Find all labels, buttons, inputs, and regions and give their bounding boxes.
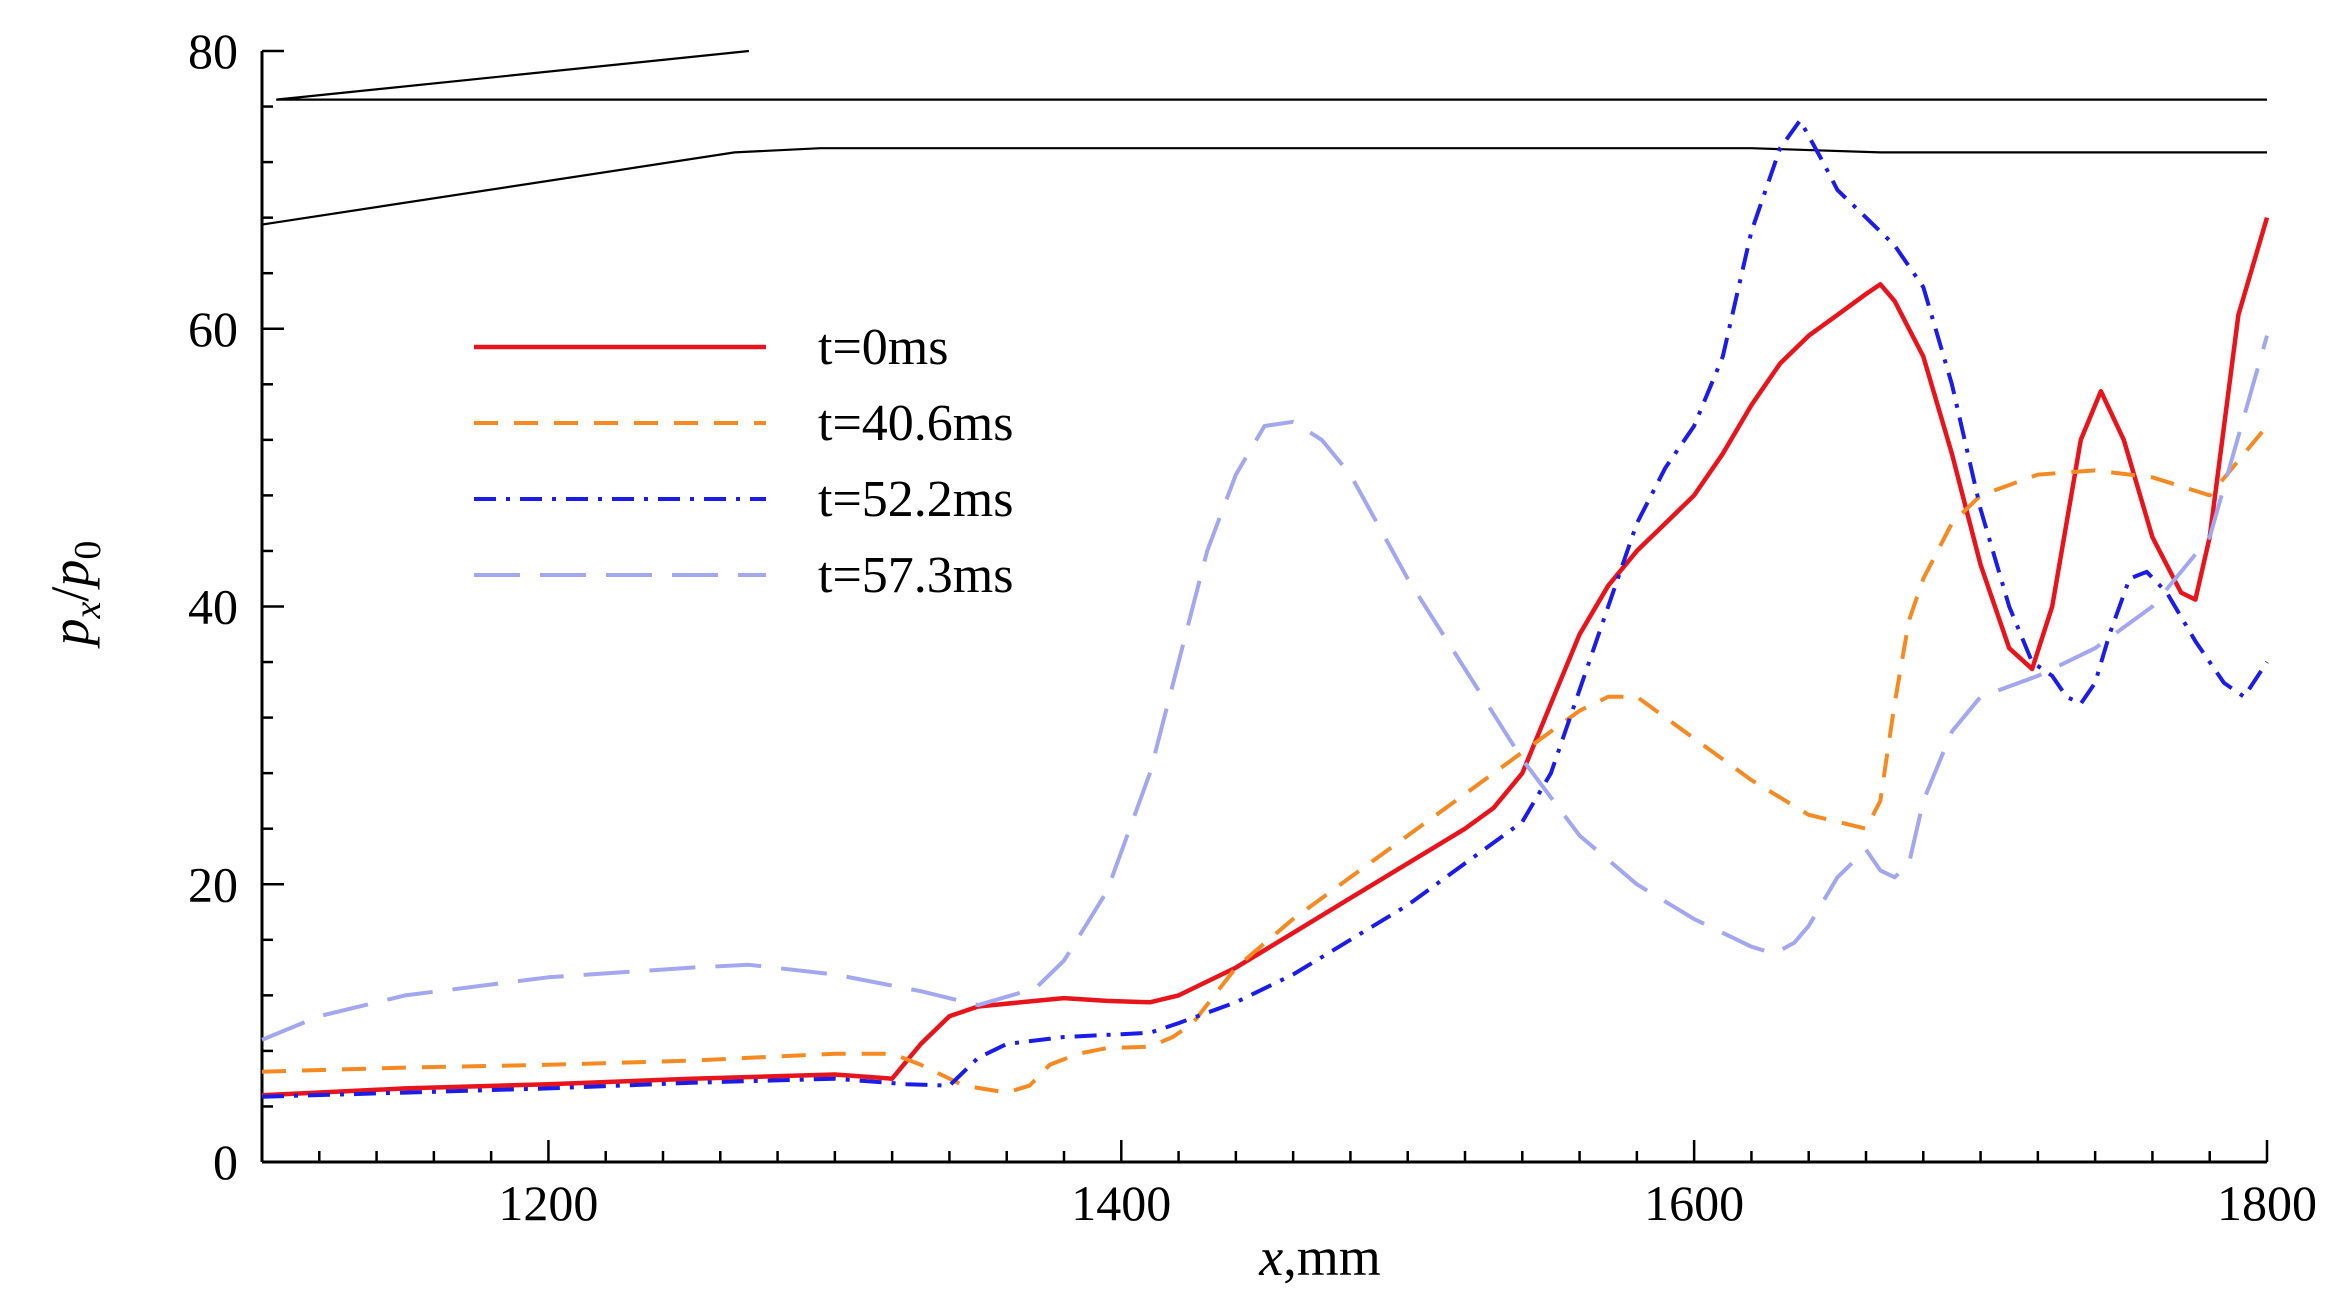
y-tick-label: 80	[188, 23, 238, 79]
series-line-t-40-6ms	[261, 424, 2269, 1095]
x-tick-label: 1400	[1071, 1175, 1171, 1231]
y-tick-label: 20	[188, 856, 238, 912]
series-line-t-52-2ms	[261, 118, 2269, 1099]
y-axis-sep: /	[40, 587, 100, 602]
x-axis-unit: ,mm	[1283, 1227, 1381, 1287]
y-axis-title: px/p0	[40, 541, 109, 650]
geometry-outline-line	[261, 147, 2267, 226]
x-tick-label: 1800	[2217, 1175, 2317, 1231]
x-tick-label: 1200	[498, 1175, 598, 1231]
y-axis-var: p	[40, 618, 100, 649]
plot-area	[261, 49, 2267, 226]
legend-label: t=40.6ms	[818, 395, 1013, 452]
x-axis-title: x,mm	[1258, 1227, 1380, 1287]
y-axis-sub2: 0	[67, 541, 109, 560]
axes: 1200 1400 1600 1800 0 20 40 60 80	[188, 23, 2317, 1231]
x-axis-var: x	[1258, 1227, 1283, 1287]
y-axis-var2: p	[40, 560, 100, 591]
y-tick-label: 0	[213, 1134, 238, 1190]
geometry-outline-line	[276, 49, 750, 101]
legend-label: t=52.2ms	[818, 471, 1013, 528]
legend-label: t=0ms	[818, 319, 948, 376]
legend: t=0ms t=40.6ms t=52.2ms t=57.3ms	[474, 319, 1013, 604]
series-layer	[261, 118, 2270, 1099]
y-tick-label: 40	[188, 579, 238, 635]
series-line-t-57-3ms	[261, 335, 2269, 1042]
y-axis-sub: x	[67, 601, 109, 619]
series-line-t-0ms	[261, 216, 2270, 1098]
y-tick-label: 60	[188, 301, 238, 357]
legend-label: t=57.3ms	[818, 547, 1013, 604]
x-tick-label: 1600	[1644, 1175, 1744, 1231]
